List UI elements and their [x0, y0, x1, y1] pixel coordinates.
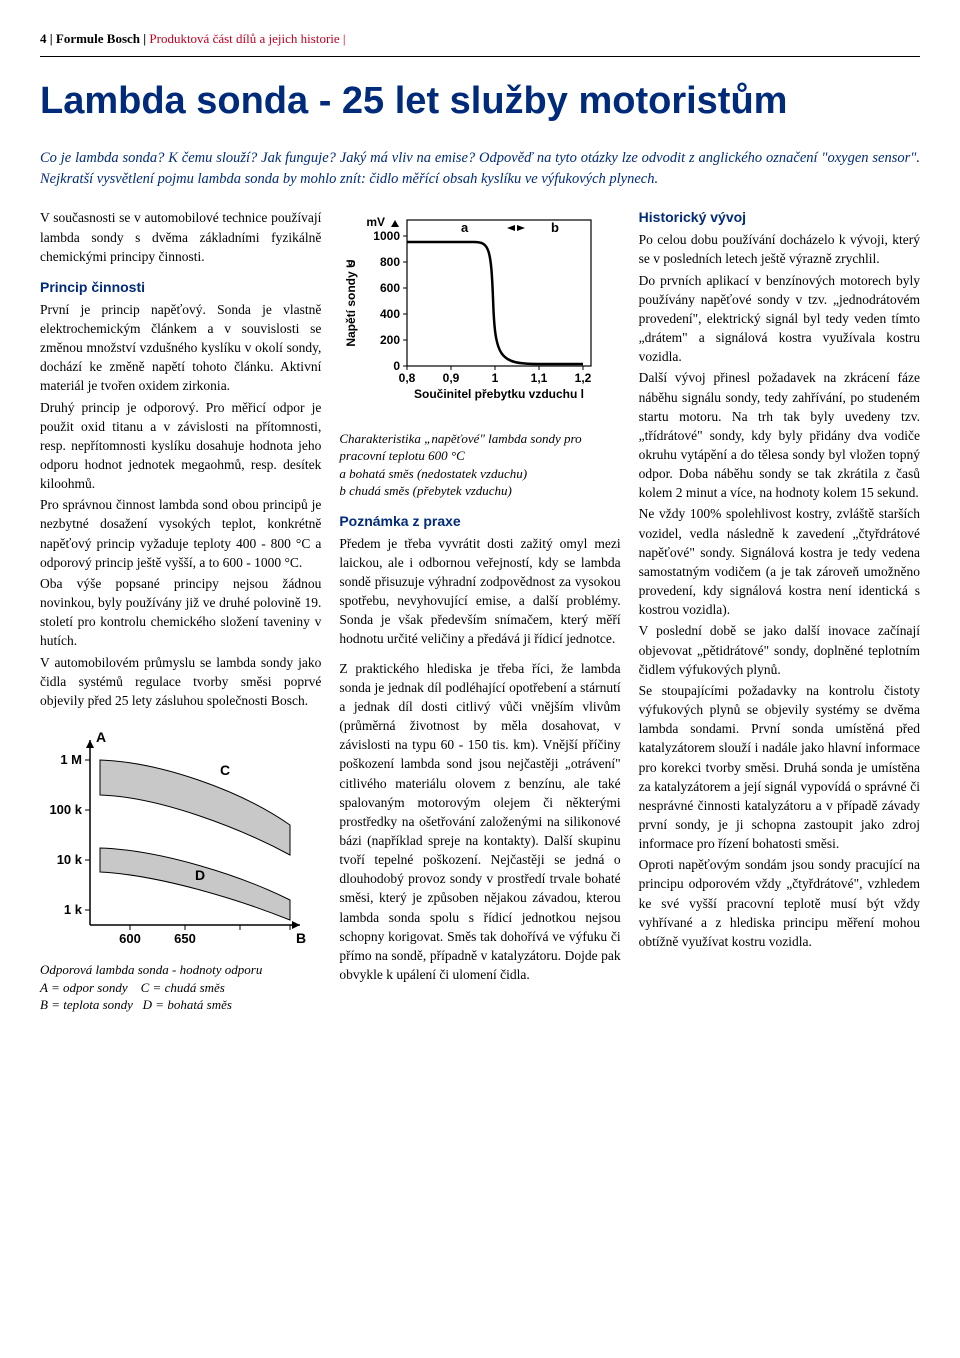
svg-text:100 k: 100 k	[49, 802, 82, 817]
sep: |	[50, 31, 53, 46]
chart2-line-b: b chudá směs (přebytek vzduchu)	[339, 483, 512, 498]
svg-text:200: 200	[380, 333, 400, 347]
svg-text:1 M: 1 M	[60, 752, 82, 767]
col3-p1: Po celou dobu používání docházelo k vývo…	[639, 230, 920, 268]
svg-text:Součinitel přebytku vzduchu l: Součinitel přebytku vzduchu l	[414, 387, 584, 401]
sep2: |	[143, 31, 146, 46]
chart1-resistance: 1 M 100 k 10 k 1 k 600 650 A B C D	[40, 720, 321, 955]
svg-text:1,2: 1,2	[575, 371, 592, 385]
svg-text:10 k: 10 k	[57, 852, 83, 867]
col1-p5: Oba výše popsané principy nejsou žádnou …	[40, 574, 321, 651]
col3-p4: Ne vždy 100% spolehlivost kostry, zvlášt…	[639, 504, 920, 619]
article-title: Lambda sonda - 25 let služby motoristům	[40, 75, 920, 128]
svg-text:600: 600	[380, 281, 400, 295]
chart2-caption-text: Charakteristika „napěťové" lambda sondy …	[339, 431, 581, 464]
chart1-caption-text: Odporová lambda sonda - hodnoty odporu	[40, 962, 262, 977]
svg-text:A: A	[96, 729, 106, 745]
chart1-caption: Odporová lambda sonda - hodnoty odporu A…	[40, 961, 321, 1014]
column-layout: V současnosti se v automobilové technice…	[40, 208, 920, 1013]
col3-p3: Další vývoj přinesl požadavek na zkrácen…	[639, 368, 920, 502]
svg-text:1 k: 1 k	[64, 902, 83, 917]
chart2-svg: 100080060040020000,80,911,11,2mVNapětí s…	[339, 208, 609, 418]
col3-p2: Do prvních aplikací v benzínových motore…	[639, 271, 920, 367]
header-rule	[40, 56, 920, 57]
svg-text:mV: mV	[367, 215, 386, 229]
chart1-svg: 1 M 100 k 10 k 1 k 600 650 A B C D	[40, 720, 310, 950]
col1-p6: V automobilovém průmyslu se lambda sondy…	[40, 653, 321, 710]
col2-heading-poznamka: Poznámka z praxe	[339, 512, 620, 532]
svg-text:0,8: 0,8	[399, 371, 416, 385]
svg-text:B: B	[296, 930, 306, 946]
col1-p2: První je princip napěťový. Sonda je vlas…	[40, 300, 321, 396]
svg-text:600: 600	[119, 931, 141, 946]
svg-text:b: b	[551, 220, 559, 235]
col1-p1: V současnosti se v automobilové technice…	[40, 208, 321, 265]
col3-heading-history: Historický vývoj	[639, 208, 920, 228]
col2-p2: Z praktického hlediska je třeba říci, že…	[339, 659, 620, 985]
publication-name: Formule Bosch	[56, 31, 140, 46]
page-number: 4	[40, 31, 47, 46]
chart1-legend-a: A = odpor sondy	[40, 980, 128, 995]
col2-p1: Předem je třeba vyvrátit dosti zažitý om…	[339, 534, 620, 649]
column-3: Historický vývoj Po celou dobu používání…	[639, 208, 920, 1013]
lead-paragraph: Co je lambda sonda? K čemu slouží? Jak f…	[40, 148, 920, 190]
column-1: V současnosti se v automobilové technice…	[40, 208, 321, 1013]
svg-text:Napětí sondy U: Napětí sondy U	[344, 260, 358, 347]
svg-text:C: C	[220, 762, 230, 778]
col1-heading-princip: Princip činnosti	[40, 278, 321, 298]
col1-p3: Druhý princip je odporový. Pro měřicí od…	[40, 398, 321, 494]
col1-p4: Pro správnou činnost lambda sond obou pr…	[40, 495, 321, 572]
chart1-legend-c: C = chudá směs	[141, 980, 225, 995]
column-2: 100080060040020000,80,911,11,2mVNapětí s…	[339, 208, 620, 1013]
svg-text:a: a	[461, 220, 469, 235]
svg-text:1,1: 1,1	[531, 371, 548, 385]
svg-text:S: S	[347, 260, 357, 266]
col3-p6: Se stoupajícími požadavky na kontrolu či…	[639, 681, 920, 853]
svg-text:650: 650	[174, 931, 196, 946]
chart1-legend-d: D = bohatá směs	[143, 997, 232, 1012]
svg-text:1: 1	[492, 371, 499, 385]
page-header: 4 | Formule Bosch | Produktová část dílů…	[40, 30, 920, 48]
chart2-voltage: 100080060040020000,80,911,11,2mVNapětí s…	[339, 208, 620, 423]
svg-text:0,9: 0,9	[443, 371, 460, 385]
col3-p5: V poslední době se jako další inovace za…	[639, 621, 920, 678]
col3-p7: Oproti napěťovým sondám jsou sondy pracu…	[639, 855, 920, 951]
svg-text:1000: 1000	[374, 229, 401, 243]
svg-text:D: D	[195, 867, 205, 883]
svg-text:800: 800	[380, 255, 400, 269]
chart2-caption: Charakteristika „napěťové" lambda sondy …	[339, 430, 620, 500]
sep3: |	[343, 31, 346, 46]
chart1-legend-b: B = teplota sondy	[40, 997, 133, 1012]
chart2-line-a: a bohatá směs (nedostatek vzduchu)	[339, 466, 527, 481]
svg-text:400: 400	[380, 307, 400, 321]
section-name: Produktová část dílů a jejich historie	[149, 31, 339, 46]
